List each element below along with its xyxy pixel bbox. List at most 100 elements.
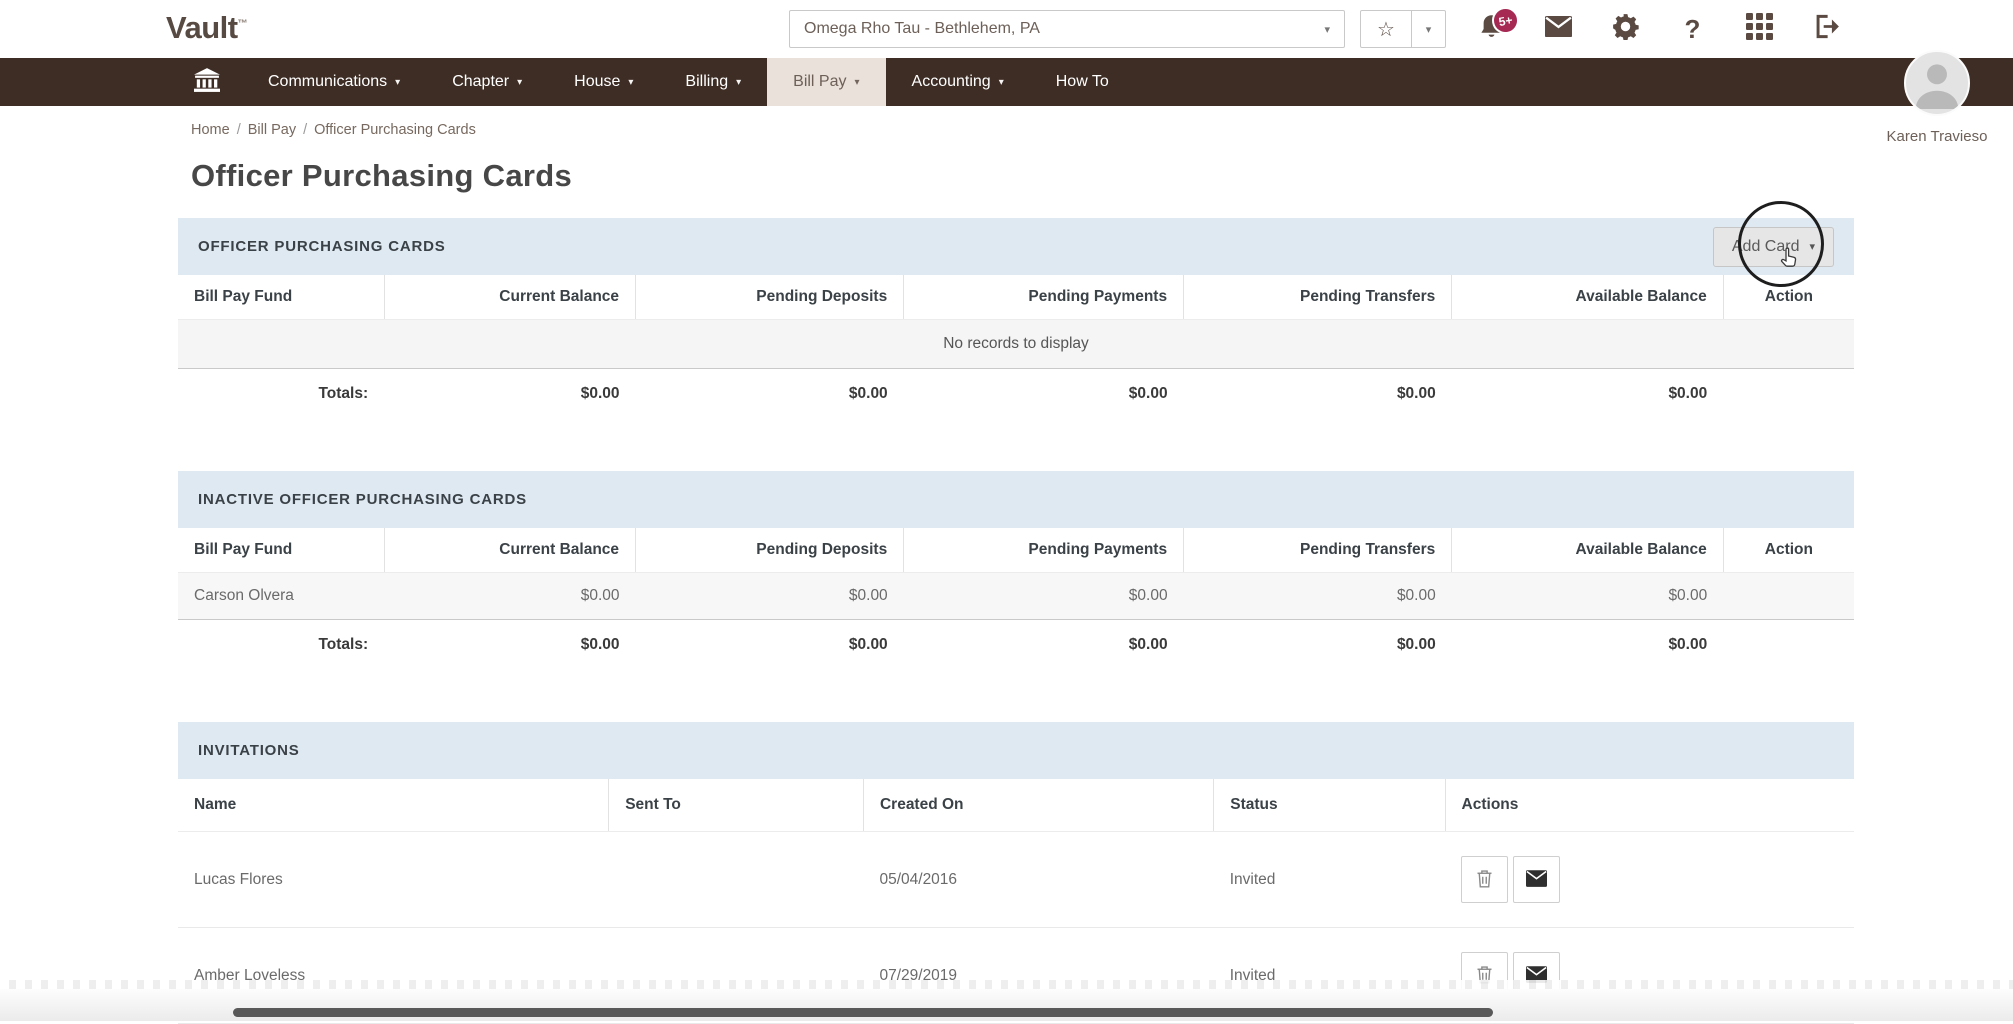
total-value: $0.00 — [580, 636, 620, 653]
column-header: Pending Payments — [903, 275, 1185, 320]
total-value: $0.00 — [1128, 636, 1168, 653]
column-header: Pending Transfers — [1183, 275, 1453, 320]
resend-invitation-button[interactable] — [1513, 952, 1561, 999]
envelope-icon — [1526, 868, 1548, 892]
nav-item-bill-pay[interactable]: Bill Pay ▾ — [767, 58, 886, 106]
chapter-selector-value: Omega Rho Tau - Bethlehem, PA — [804, 20, 1040, 37]
chevron-down-icon: ▾ — [1425, 23, 1432, 36]
person-silhouette-icon — [1911, 57, 1963, 114]
user-name: Karen Travieso — [1886, 128, 1988, 145]
chevron-down-icon: ▾ — [998, 76, 1004, 88]
nav-item-billing[interactable]: Billing ▾ — [685, 73, 742, 90]
nav-item-house[interactable]: House ▾ — [574, 73, 634, 90]
messages-button[interactable] — [1545, 15, 1572, 43]
chevron-down-icon: ▾ — [395, 76, 401, 88]
breadcrumb-home[interactable]: Home — [191, 122, 230, 138]
envelope-icon — [1526, 964, 1548, 988]
page-content: OFFICER PURCHASING CARDS Add Card ▾ Bill… — [178, 201, 1854, 1024]
top-icon-row: 5+ ? — [1478, 0, 1840, 58]
breadcrumb-current: Officer Purchasing Cards — [314, 122, 476, 138]
totals-row: Totals: $0.00 $0.00 $0.00 $0.00 $0.00 — [178, 369, 1854, 420]
invitation-row: Amber Loveless 07/29/2019 Invited — [178, 927, 1854, 1024]
section-title: OFFICER PURCHASING CARDS — [198, 238, 446, 255]
row-actions — [1461, 856, 1838, 903]
nav-item-how-to[interactable]: How To — [1055, 73, 1109, 90]
breadcrumb: Home / Bill Pay / Officer Purchasing Cards — [191, 122, 476, 138]
column-header: Action — [1723, 275, 1854, 320]
column-header: Created On — [863, 779, 1215, 832]
resend-invitation-button[interactable] — [1513, 856, 1561, 903]
favorite-dropdown-button[interactable]: ▾ — [1412, 10, 1446, 48]
delete-invitation-button[interactable] — [1461, 856, 1509, 903]
invitation-row: Lucas Flores 05/04/2016 Invited — [178, 831, 1854, 928]
totals-label: Totals: — [318, 636, 369, 653]
cell-value: $0.00 — [1451, 572, 1724, 620]
section-title: INVITATIONS — [198, 742, 300, 759]
delete-invitation-button[interactable] — [1461, 952, 1509, 999]
cell-value: $0.00 — [903, 572, 1184, 620]
fund-name[interactable]: Carson Olvera — [178, 572, 385, 620]
help-button[interactable]: ? — [1679, 16, 1706, 43]
chevron-down-icon: ▾ — [736, 76, 742, 88]
totals-row: Totals: $0.00 $0.00 $0.00 $0.00 $0.00 — [178, 620, 1854, 671]
cell-value: $0.00 — [1183, 572, 1452, 620]
column-header: Name — [178, 779, 610, 832]
trash-icon — [1474, 964, 1495, 988]
video-progress-bar[interactable] — [233, 1008, 1493, 1017]
column-header: Bill Pay Fund — [178, 528, 385, 573]
table-header-row: Bill Pay Fund Current Balance Pending De… — [178, 275, 1854, 320]
inactive-cards-table: Bill Pay Fund Current Balance Pending De… — [178, 528, 1854, 670]
nav-item-communications[interactable]: Communications ▾ — [268, 73, 401, 90]
column-header: Pending Deposits — [635, 528, 905, 573]
section-title: INACTIVE OFFICER PURCHASING CARDS — [198, 491, 527, 508]
sign-out-icon — [1813, 13, 1840, 45]
section-header: OFFICER PURCHASING CARDS Add Card ▾ — [178, 201, 1854, 287]
total-value: $0.00 — [848, 385, 888, 402]
user-avatar[interactable] — [1904, 50, 1970, 116]
favorite-group: ☆ ▾ — [1360, 10, 1446, 48]
trademark: ™ — [237, 18, 248, 30]
add-card-button[interactable]: Add Card ▾ — [1712, 226, 1834, 267]
section-header: INVITATIONS — [178, 722, 1854, 779]
section-header: INACTIVE OFFICER PURCHASING CARDS — [178, 471, 1854, 528]
column-header: Sent To — [608, 779, 864, 832]
sent-to — [608, 831, 864, 928]
nav-item-accounting[interactable]: Accounting ▾ — [911, 73, 1004, 90]
settings-button[interactable] — [1612, 13, 1639, 45]
table-header-row: Bill Pay Fund Current Balance Pending De… — [178, 528, 1854, 573]
total-value: $0.00 — [1396, 636, 1436, 653]
envelope-icon — [1545, 15, 1572, 42]
star-icon: ☆ — [1377, 18, 1395, 41]
sign-out-button[interactable] — [1813, 13, 1840, 45]
total-value: $0.00 — [580, 385, 620, 402]
row-actions — [1461, 952, 1838, 999]
favorite-star-button[interactable]: ☆ — [1360, 10, 1412, 48]
chapter-selector[interactable]: Omega Rho Tau - Bethlehem, PA ▾ — [789, 10, 1345, 48]
table-header-row: Name Sent To Created On Status Actions — [178, 779, 1854, 832]
total-value: $0.00 — [1668, 385, 1708, 402]
bank-building-icon — [194, 67, 220, 97]
column-header: Action — [1723, 528, 1854, 573]
total-value: $0.00 — [1396, 385, 1436, 402]
column-header: Pending Transfers — [1183, 528, 1453, 573]
apps-button[interactable] — [1746, 13, 1773, 43]
section-officer-purchasing-cards: OFFICER PURCHASING CARDS Add Card ▾ Bill… — [178, 201, 1854, 420]
nav-item-chapter[interactable]: Chapter ▾ — [452, 73, 523, 90]
column-header: Current Balance — [384, 528, 637, 573]
column-header: Pending Payments — [903, 528, 1185, 573]
chevron-down-icon: ▾ — [628, 76, 634, 88]
breadcrumb-bill-pay[interactable]: Bill Pay — [247, 122, 297, 138]
section-invitations: INVITATIONS Name Sent To Created On Stat… — [178, 722, 1854, 1024]
notifications-button[interactable]: 5+ — [1478, 4, 1522, 43]
empty-state-text: No records to display — [178, 319, 1854, 369]
chevron-down-icon: ▾ — [1809, 241, 1815, 253]
chevron-down-icon: ▾ — [854, 76, 860, 88]
nav-home-button[interactable] — [172, 58, 242, 106]
column-header: Status — [1213, 779, 1446, 832]
cell-value: $0.00 — [635, 572, 904, 620]
gear-icon — [1612, 13, 1639, 45]
column-header: Bill Pay Fund — [178, 275, 385, 320]
trash-icon — [1474, 868, 1495, 892]
column-header: Pending Deposits — [635, 275, 905, 320]
vault-logo[interactable]: Vault™ — [166, 10, 248, 45]
